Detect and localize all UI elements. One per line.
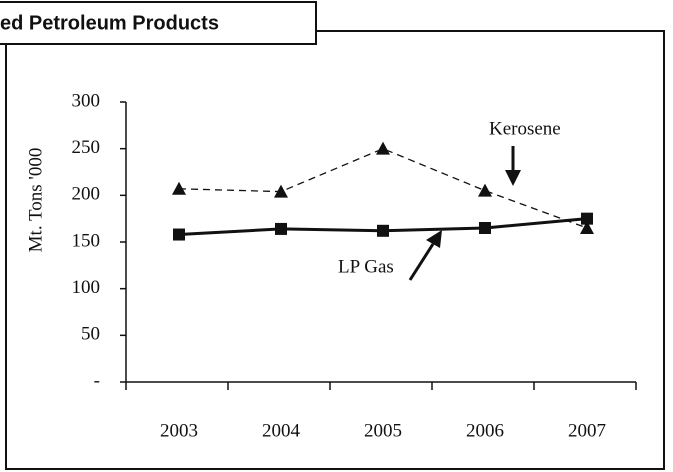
annotation-arrow (408, 243, 435, 281)
x-tick-label: 2007 (568, 420, 606, 441)
y-tick-label: 150 (72, 230, 101, 251)
x-tick-label: 2005 (364, 420, 402, 441)
annotation-arrow-head (505, 170, 521, 186)
chart-title: ed Petroleum Products (0, 12, 219, 34)
point-marker (580, 221, 594, 234)
y-tick-label: 200 (72, 184, 101, 205)
line-series (178, 147, 588, 229)
x-tick-label: 2004 (262, 420, 301, 441)
point-marker (479, 222, 491, 234)
chart-frame (5, 30, 665, 470)
annotation: LP Gas (338, 256, 394, 277)
x-tick-label: 2006 (466, 420, 504, 441)
point-marker (173, 228, 185, 241)
y-tick-label: 50 (81, 324, 100, 345)
x-tick-label: 2003 (160, 420, 198, 441)
point-marker (581, 212, 593, 225)
point-marker (172, 181, 186, 195)
y-tick-label: 300 (72, 90, 101, 111)
annotation-arrow-head (426, 230, 442, 248)
y-axis-label: Mt. Tons '000 (25, 148, 46, 253)
point-marker (376, 141, 390, 155)
point-marker (377, 224, 389, 237)
point-marker (478, 183, 492, 197)
y-tick-label: - (94, 370, 100, 391)
point-marker (275, 222, 287, 235)
annotation: Kerosene (489, 118, 561, 139)
point-marker (274, 184, 288, 198)
y-tick-label: 250 (72, 137, 101, 158)
y-tick-label: 100 (72, 277, 101, 298)
title-box (0, 1, 317, 45)
